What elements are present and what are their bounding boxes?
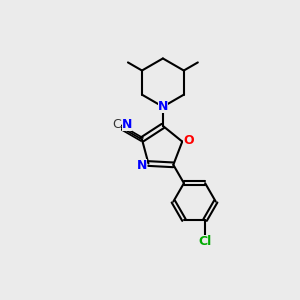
Text: Cl: Cl [199,235,212,248]
Text: N: N [137,158,147,172]
Text: O: O [183,134,194,147]
Text: C: C [112,118,121,131]
Text: N: N [158,100,168,113]
Text: N: N [122,118,132,131]
